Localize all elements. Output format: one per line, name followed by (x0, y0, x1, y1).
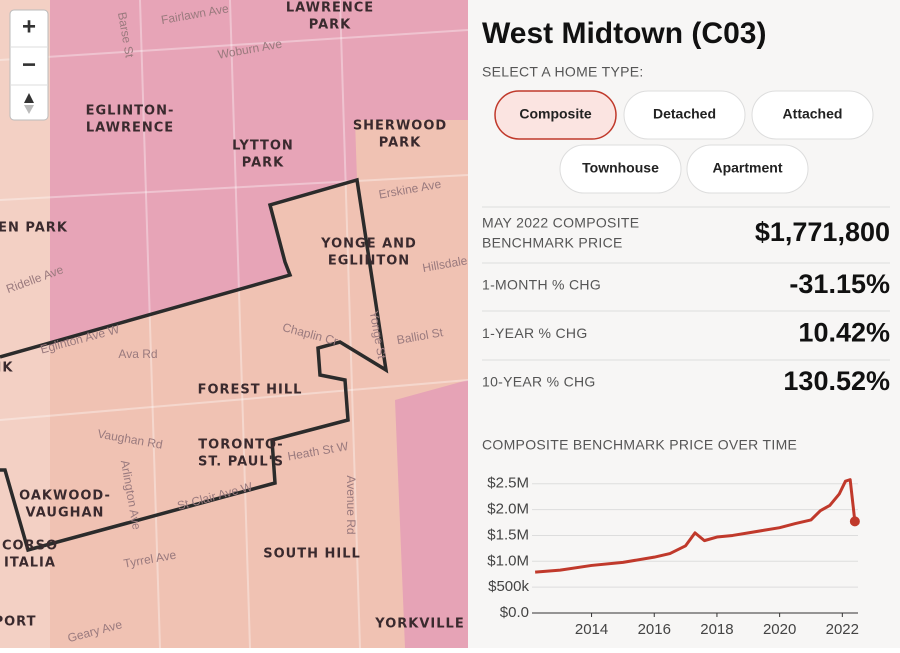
district-boundary (0, 177, 389, 553)
home-type-button[interactable]: Detached (623, 90, 746, 140)
street-label: Ava Rd (118, 347, 157, 361)
zoom-control: + − (9, 9, 49, 121)
map-zone (50, 0, 468, 345)
zoom-out-button[interactable]: − (22, 51, 36, 78)
neighbourhood-label: FOREST HILL (198, 383, 303, 398)
button-bg (686, 144, 809, 194)
button-bg (751, 90, 874, 140)
y-tick-label: $2.0M (487, 501, 529, 518)
stat-label: MAY 2022 COMPOSITE (482, 215, 639, 231)
neighbourhood-label: PARK (309, 18, 351, 33)
x-tick-label: 2018 (700, 621, 733, 638)
stat-value: 130.52% (783, 366, 890, 396)
chart: $0.0 $500k $1.0M $1.5M $2.0M $2.5M 2014 2016 201… (487, 475, 860, 638)
neighbourhood-label: PARK (242, 156, 284, 171)
compass-button[interactable] (24, 93, 34, 114)
stat-label: 1-MONTH % CHG (482, 277, 601, 293)
home-type-button[interactable]: Apartment (686, 144, 809, 194)
roads (0, 0, 469, 649)
neighbourhood-label: EGLINTON- (86, 104, 175, 119)
stat-label: BENCHMARK PRICE (482, 235, 623, 251)
stat-value: -31.15% (789, 269, 890, 299)
neighbourhood-label: IK (0, 361, 13, 376)
stat-value: 10.42% (798, 318, 890, 348)
button-label: Detached (653, 106, 716, 122)
home-type-button[interactable]: Townhouse (559, 144, 682, 194)
stat-value: $1,771,800 (755, 217, 890, 247)
stats: MAY 2022 COMPOSITE BENCHMARK PRICE $1,771,… (482, 206, 890, 396)
neighbourhood-label: YORKVILLE (374, 617, 464, 632)
neighbourhood-label: EGLINTON (328, 254, 410, 269)
neighbourhood-label: SOUTH HILL (263, 547, 361, 562)
neighbourhood-label: ITALIA (4, 556, 56, 571)
neighbourhood-label: LAWRENCE (86, 121, 174, 136)
panel-title: West Midtown (C03) (482, 17, 766, 50)
home-type-button[interactable]: Attached (751, 90, 874, 140)
map-labels: LAWRENCE PARK EGLINTON- LAWRENCE LYTTON PARK S… (0, 1, 469, 646)
zoom-box (9, 9, 49, 121)
y-tick-label: $500k (488, 578, 529, 595)
x-tick-label: 2022 (826, 621, 859, 638)
street-label: Avenue Rd (344, 475, 358, 534)
neighbourhood-label: YONGE AND (320, 237, 417, 252)
neighbourhood-label: VAUGHAN (26, 506, 105, 521)
x-tick-label: 2016 (638, 621, 671, 638)
stat-label: 1-YEAR % CHG (482, 325, 588, 341)
y-tick-label: $1.5M (487, 526, 529, 543)
panel: West Midtown (C03) SELECT A HOME TYPE: C… (468, 0, 900, 648)
home-type-button[interactable]: Composite (494, 90, 617, 140)
y-tick-label: $2.5M (487, 475, 529, 492)
y-tick-label: $0.0 (500, 604, 529, 621)
neighbourhood-label: LAWRENCE (286, 1, 374, 16)
button-bg (494, 90, 617, 140)
x-tick-label: 2014 (575, 621, 608, 638)
zoom-in-button[interactable]: + (22, 13, 36, 40)
select-label: SELECT A HOME TYPE: (482, 64, 644, 80)
home-type-buttons: Composite Detached Attached Townhouse Apartm… (494, 90, 874, 194)
neighbourhood-label: LYTTON (232, 139, 294, 154)
button-label: Townhouse (582, 160, 659, 176)
map: LAWRENCE PARK EGLINTON- LAWRENCE LYTTON PARK S… (0, 0, 469, 649)
button-label: Attached (783, 106, 843, 122)
neighbourhood-label: CORSO (2, 539, 58, 554)
button-bg (623, 90, 746, 140)
map-zone (395, 380, 468, 648)
button-label: Apartment (712, 160, 782, 176)
button-label: Composite (519, 106, 592, 122)
neighbourhood-label: PARK (379, 136, 421, 151)
neighbourhood-label: SHERWOOD (353, 119, 447, 134)
price-line (535, 478, 857, 574)
neighbourhood-label: OAKWOOD- (19, 489, 111, 504)
neighbourhood-label: ST. PAUL'S (198, 455, 284, 470)
stat-label: 10-YEAR % CHG (482, 374, 596, 390)
button-bg (559, 144, 682, 194)
neighbourhood-label: EN PARK (0, 221, 68, 236)
neighbourhood-label: TORONTO- (198, 438, 283, 453)
end-point (849, 516, 860, 527)
x-tick-label: 2020 (763, 621, 796, 638)
chart-title: COMPOSITE BENCHMARK PRICE OVER TIME (482, 437, 797, 453)
y-tick-label: $1.0M (487, 552, 529, 569)
neighbourhood-label: PORT (0, 615, 36, 630)
